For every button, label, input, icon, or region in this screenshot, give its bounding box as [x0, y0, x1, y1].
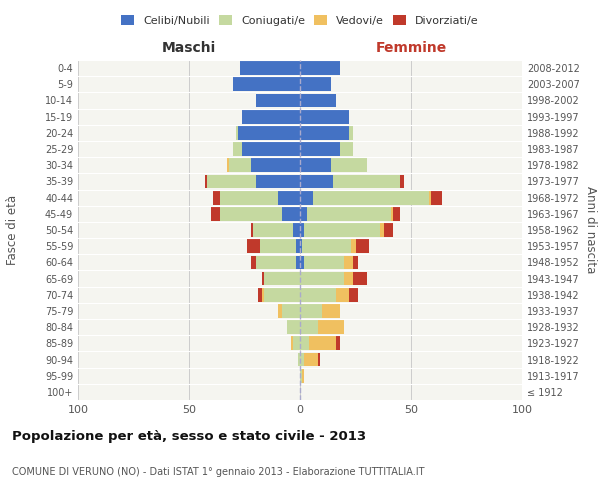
Bar	[356, 240, 369, 253]
Bar	[262, 272, 265, 285]
Bar	[300, 78, 331, 91]
Bar	[247, 240, 260, 253]
Text: Popolazione per età, sesso e stato civile - 2013: Popolazione per età, sesso e stato civil…	[12, 430, 366, 443]
Bar	[300, 336, 309, 350]
Bar	[431, 190, 442, 204]
Bar	[265, 288, 300, 302]
Text: Anni di nascita: Anni di nascita	[584, 186, 597, 274]
Bar	[300, 288, 335, 302]
Bar	[322, 304, 340, 318]
Bar	[340, 142, 353, 156]
Bar	[349, 126, 353, 140]
Text: Femmine: Femmine	[376, 41, 446, 55]
Bar	[307, 207, 391, 220]
Bar	[211, 207, 220, 220]
Bar	[258, 288, 262, 302]
Bar	[265, 272, 300, 285]
Bar	[300, 142, 340, 156]
Bar	[380, 223, 385, 237]
Bar	[220, 207, 282, 220]
Bar	[282, 207, 300, 220]
Bar	[318, 320, 344, 334]
Bar	[335, 288, 349, 302]
Bar	[300, 190, 313, 204]
Bar	[242, 110, 300, 124]
Bar	[256, 256, 296, 270]
Bar	[349, 288, 358, 302]
Bar	[278, 304, 282, 318]
Bar	[304, 352, 318, 366]
Legend: Celibi/Nubili, Coniugati/e, Vedovi/e, Divorziati/e: Celibi/Nubili, Coniugati/e, Vedovi/e, Di…	[117, 10, 483, 30]
Bar	[300, 94, 335, 108]
Bar	[302, 240, 351, 253]
Bar	[300, 320, 318, 334]
Bar	[300, 207, 307, 220]
Bar	[253, 223, 293, 237]
Bar	[300, 240, 302, 253]
Bar	[304, 223, 380, 237]
Bar	[300, 369, 302, 382]
Bar	[256, 94, 300, 108]
Bar	[293, 336, 300, 350]
Bar	[205, 174, 207, 188]
Bar	[233, 142, 242, 156]
Bar	[300, 256, 304, 270]
Bar	[351, 240, 356, 253]
Bar	[313, 190, 429, 204]
Bar	[300, 61, 340, 75]
Bar	[300, 272, 344, 285]
Bar	[251, 223, 253, 237]
Bar	[227, 158, 229, 172]
Bar	[282, 304, 300, 318]
Bar	[207, 174, 256, 188]
Bar	[344, 256, 353, 270]
Bar	[318, 352, 320, 366]
Bar	[220, 190, 278, 204]
Bar	[287, 320, 300, 334]
Bar	[293, 223, 300, 237]
Bar	[251, 256, 256, 270]
Bar	[300, 352, 304, 366]
Bar	[256, 174, 300, 188]
Bar	[300, 304, 322, 318]
Bar	[304, 256, 344, 270]
Bar	[291, 336, 293, 350]
Text: Fasce di età: Fasce di età	[6, 195, 19, 265]
Bar	[233, 78, 300, 91]
Bar	[300, 158, 331, 172]
Bar	[309, 336, 335, 350]
Bar	[393, 207, 400, 220]
Bar	[353, 272, 367, 285]
Bar	[302, 369, 304, 382]
Bar	[296, 240, 300, 253]
Text: Maschi: Maschi	[162, 41, 216, 55]
Bar	[262, 288, 265, 302]
Bar	[391, 207, 393, 220]
Bar	[229, 158, 251, 172]
Bar	[300, 110, 349, 124]
Bar	[300, 126, 349, 140]
Text: COMUNE DI VERUNO (NO) - Dati ISTAT 1° gennaio 2013 - Elaborazione TUTTITALIA.IT: COMUNE DI VERUNO (NO) - Dati ISTAT 1° ge…	[12, 467, 425, 477]
Bar	[385, 223, 393, 237]
Bar	[242, 142, 300, 156]
Bar	[429, 190, 431, 204]
Bar	[344, 272, 353, 285]
Bar	[296, 256, 300, 270]
Bar	[236, 126, 238, 140]
Bar	[251, 158, 300, 172]
Bar	[300, 174, 334, 188]
Bar	[240, 61, 300, 75]
Bar	[331, 158, 367, 172]
Bar	[278, 190, 300, 204]
Bar	[335, 336, 340, 350]
Bar	[334, 174, 400, 188]
Bar	[260, 240, 296, 253]
Bar	[214, 190, 220, 204]
Bar	[298, 352, 300, 366]
Bar	[400, 174, 404, 188]
Bar	[300, 223, 304, 237]
Bar	[353, 256, 358, 270]
Bar	[238, 126, 300, 140]
